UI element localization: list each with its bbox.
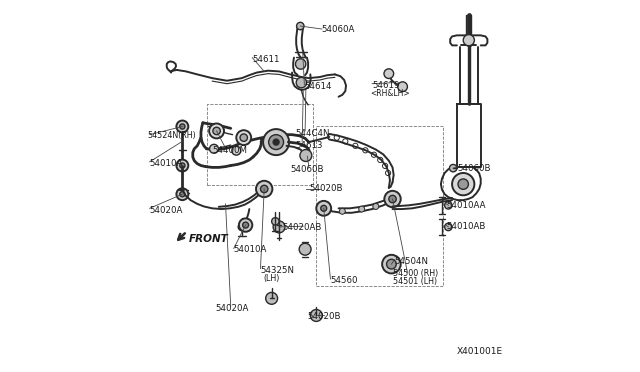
Circle shape — [387, 259, 396, 269]
Text: 54560: 54560 — [330, 276, 358, 285]
Circle shape — [177, 188, 188, 200]
Circle shape — [273, 139, 279, 145]
Text: 54611: 54611 — [252, 55, 280, 64]
Text: 54020A: 54020A — [150, 206, 183, 215]
Text: 54504N: 54504N — [394, 257, 428, 266]
Circle shape — [236, 130, 251, 145]
Text: 54501 (LH): 54501 (LH) — [392, 277, 436, 286]
Circle shape — [445, 223, 452, 231]
Text: 544C4N: 544C4N — [296, 129, 330, 138]
Circle shape — [385, 191, 401, 207]
Text: 54060A: 54060A — [322, 25, 355, 34]
Circle shape — [177, 160, 188, 171]
Circle shape — [452, 173, 474, 195]
Text: 54010A: 54010A — [150, 159, 183, 168]
Text: 54500 (RH): 54500 (RH) — [392, 269, 438, 278]
Circle shape — [180, 192, 185, 197]
Text: FRONT: FRONT — [189, 234, 229, 244]
Circle shape — [260, 185, 268, 193]
Circle shape — [300, 150, 312, 161]
Circle shape — [239, 218, 252, 232]
Circle shape — [232, 146, 241, 155]
Circle shape — [316, 201, 331, 216]
Circle shape — [397, 82, 408, 92]
Circle shape — [240, 134, 248, 141]
Circle shape — [296, 22, 304, 30]
Circle shape — [296, 59, 306, 69]
Text: X401001E: X401001E — [457, 347, 503, 356]
Circle shape — [209, 124, 224, 138]
Text: 54614: 54614 — [305, 82, 332, 91]
Circle shape — [269, 135, 284, 150]
Circle shape — [310, 310, 322, 321]
Text: (LH): (LH) — [264, 275, 280, 283]
Circle shape — [339, 208, 346, 214]
Circle shape — [296, 77, 307, 88]
Circle shape — [213, 127, 220, 135]
Text: 54010A: 54010A — [234, 246, 267, 254]
Text: <RH&LH>: <RH&LH> — [370, 89, 410, 98]
Text: 54325N: 54325N — [260, 266, 294, 275]
Text: 54010AB: 54010AB — [447, 222, 486, 231]
Text: 54619: 54619 — [372, 81, 399, 90]
Circle shape — [389, 195, 396, 203]
Circle shape — [271, 218, 279, 225]
Circle shape — [256, 181, 273, 197]
Text: 54400M: 54400M — [212, 146, 247, 155]
Circle shape — [238, 223, 246, 231]
Circle shape — [209, 144, 218, 153]
Circle shape — [445, 202, 452, 209]
Circle shape — [358, 206, 365, 212]
Circle shape — [321, 205, 326, 211]
Text: 54060B: 54060B — [291, 165, 324, 174]
Text: 54524N(RH): 54524N(RH) — [147, 131, 196, 140]
Text: 54060B: 54060B — [458, 164, 491, 173]
Circle shape — [180, 124, 185, 129]
Circle shape — [180, 163, 185, 168]
Circle shape — [243, 222, 248, 228]
Circle shape — [273, 221, 285, 233]
Circle shape — [449, 164, 457, 172]
Circle shape — [463, 35, 474, 46]
Circle shape — [177, 121, 188, 132]
Circle shape — [384, 69, 394, 78]
Circle shape — [373, 203, 379, 209]
Text: 54010AA: 54010AA — [447, 201, 486, 210]
Circle shape — [266, 292, 278, 304]
Circle shape — [382, 255, 401, 273]
Text: 54020A: 54020A — [215, 304, 248, 312]
Circle shape — [458, 179, 468, 189]
Circle shape — [263, 129, 289, 155]
Text: 54020AB: 54020AB — [283, 223, 322, 232]
Text: 54020B: 54020B — [310, 185, 343, 193]
Circle shape — [299, 243, 311, 255]
Text: 54613: 54613 — [296, 141, 323, 150]
Text: 54020B: 54020B — [308, 312, 341, 321]
